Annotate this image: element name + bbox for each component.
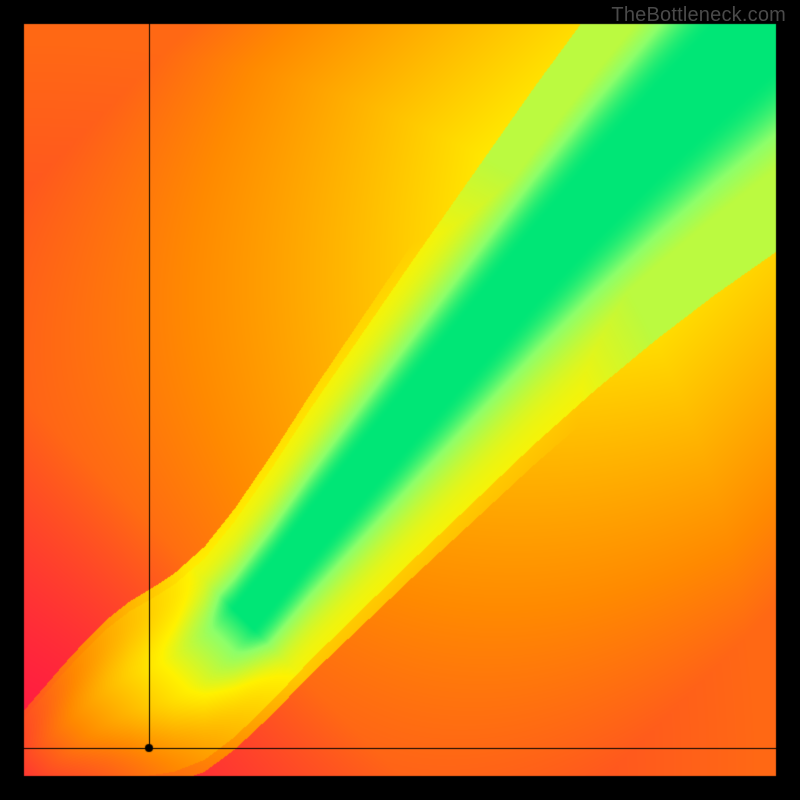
- watermark-text: TheBottleneck.com: [611, 4, 786, 27]
- heatmap-chart: [0, 0, 800, 800]
